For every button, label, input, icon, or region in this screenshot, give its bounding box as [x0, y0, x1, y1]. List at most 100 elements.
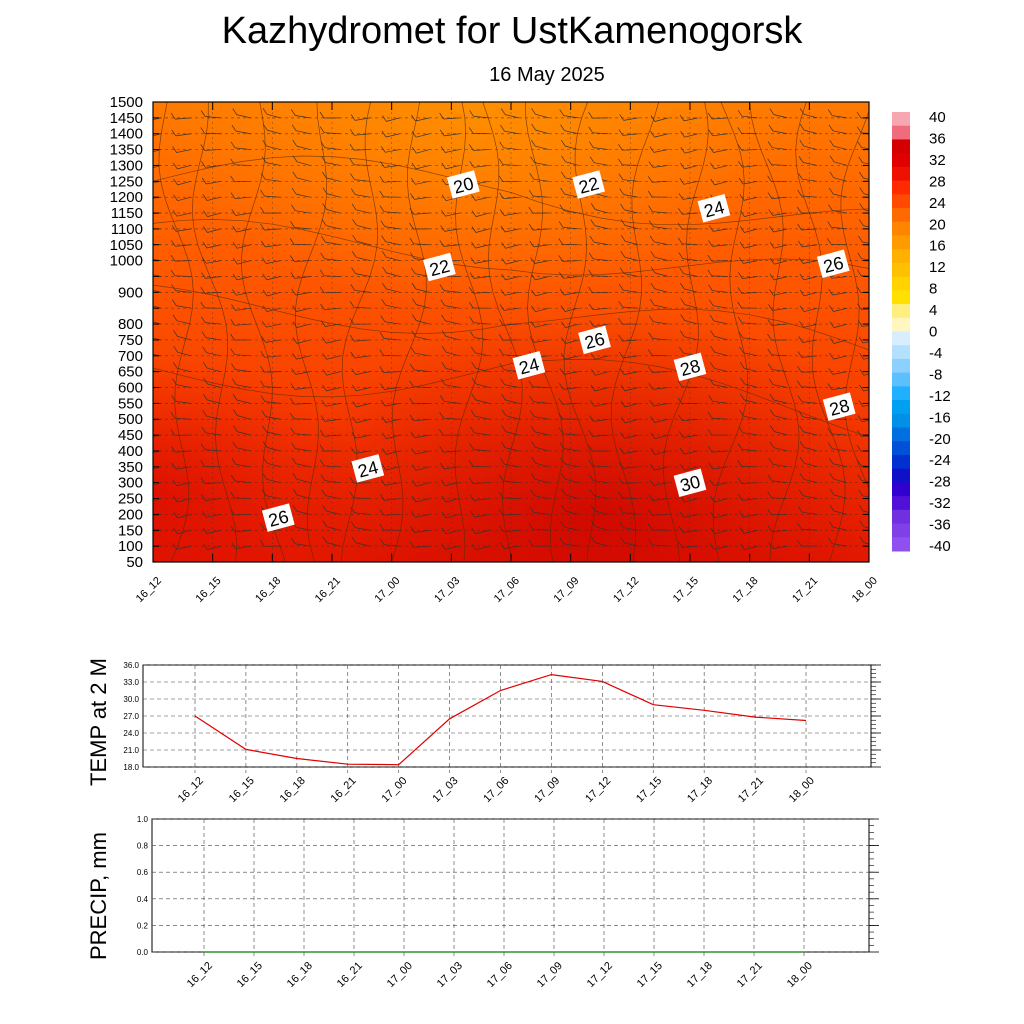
wind-barb-flag	[411, 495, 417, 503]
wind-barb	[236, 384, 251, 388]
contour-label-box	[261, 503, 295, 532]
wind-barb	[713, 320, 728, 325]
wind-barb-flag	[650, 432, 656, 439]
wind-barb	[833, 161, 848, 166]
wind-barb	[684, 149, 699, 154]
wind-barb	[385, 304, 400, 309]
wind-barb-flag	[231, 304, 236, 311]
colorbar-label: 32	[929, 152, 946, 169]
precip-ytick-label: 0.2	[137, 921, 149, 930]
wind-barb-flag	[262, 123, 268, 131]
wind-barb-flag	[170, 254, 176, 262]
wind-barb-flag	[501, 258, 507, 265]
wind-barb	[713, 482, 728, 486]
wind-barb-flag	[829, 155, 835, 162]
wind-barb	[684, 304, 699, 309]
wind-barb-flag	[799, 140, 805, 147]
wind-barb	[713, 305, 728, 309]
wind-barb	[354, 179, 370, 182]
wind-barb-flag	[707, 269, 713, 277]
wind-barb	[832, 130, 848, 135]
precip-xtick-label: 16_21	[335, 960, 365, 990]
wind-barb	[386, 256, 400, 261]
wind-barb-flag	[649, 315, 654, 322]
precip-ytick-label: 0.0	[137, 948, 149, 957]
wind-barb-flag	[797, 366, 802, 373]
wind-barb	[564, 292, 579, 296]
contour-line	[240, 102, 286, 562]
wind-barb-flag	[531, 123, 536, 131]
wind-barb-flag	[292, 337, 298, 344]
wind-barb	[503, 307, 520, 311]
wind-barb	[473, 449, 490, 452]
wind-barb	[744, 399, 758, 404]
wind-barb-flag	[740, 393, 745, 401]
wind-barb-flag	[201, 272, 206, 279]
wind-barb	[265, 244, 281, 248]
wind-barb-flag	[738, 426, 744, 433]
colorbar-segment	[892, 249, 910, 264]
wind-barb-flag	[589, 156, 595, 163]
wind-barb-flag	[677, 222, 683, 230]
wind-barb	[237, 244, 251, 249]
wind-barb-flag	[530, 473, 536, 480]
wind-barb-flag	[143, 115, 147, 121]
wind-barb-flag	[797, 351, 803, 358]
wind-barb-flag	[710, 162, 715, 169]
wind-barb-flag	[262, 441, 268, 448]
wind-barb-flag	[856, 286, 862, 293]
wind-barb-flag	[857, 303, 862, 310]
wind-barb	[415, 514, 430, 518]
wind-barb	[237, 431, 251, 436]
wind-barb	[236, 447, 251, 452]
contour-label-box	[512, 351, 546, 380]
wind-barb-flag	[709, 378, 714, 385]
wind-barb	[294, 227, 311, 230]
wind-barb	[294, 276, 311, 279]
wind-barb	[153, 149, 162, 153]
wind-barb	[416, 149, 430, 154]
heatmap-ytick-label: 400	[118, 443, 143, 460]
wind-barb-flag	[292, 155, 298, 162]
wind-barb-flag	[471, 393, 476, 401]
wind-barb	[503, 323, 520, 326]
wind-barb	[326, 371, 341, 376]
wind-barb	[533, 244, 549, 248]
colorbar-segment	[892, 125, 910, 140]
wind-barb-flag	[202, 346, 207, 353]
wind-barb-flag	[202, 527, 208, 534]
wind-barb-flag	[797, 240, 803, 248]
wind-barb-flag	[350, 351, 356, 359]
contour-line	[840, 109, 869, 491]
wind-barb-flag	[829, 321, 835, 328]
wind-barb	[235, 147, 251, 150]
wind-barb-flag	[859, 369, 865, 376]
wind-barb	[623, 194, 639, 198]
wind-barb-flag	[498, 508, 504, 516]
temp-xtick-label: 16_15	[227, 775, 257, 805]
wind-barb	[475, 383, 490, 388]
wind-barb	[683, 514, 699, 518]
wind-barb-flag	[143, 496, 147, 502]
wind-barb	[563, 210, 579, 214]
wind-barb	[386, 450, 400, 455]
wind-barb	[833, 478, 848, 484]
colorbar-label: 16	[929, 238, 946, 255]
wind-barb-flag	[200, 477, 206, 484]
wind-barb	[266, 276, 281, 281]
wind-barb	[863, 510, 869, 513]
wind-barb-flag	[292, 504, 297, 512]
wind-barb-flag	[321, 219, 327, 226]
wind-barb	[206, 415, 221, 420]
wind-barb-flag	[680, 282, 685, 290]
wind-barb	[594, 495, 609, 499]
precip-xtick-label: 17_09	[535, 960, 565, 990]
wind-barb	[712, 466, 728, 470]
contour-line	[662, 102, 709, 562]
wind-barb	[356, 256, 370, 261]
wind-barb-flag	[173, 194, 178, 201]
colorbar-segment	[892, 386, 910, 401]
wind-barb-flag	[441, 162, 447, 170]
colorbar-segment	[892, 413, 910, 429]
wind-barb-flag	[829, 488, 835, 496]
